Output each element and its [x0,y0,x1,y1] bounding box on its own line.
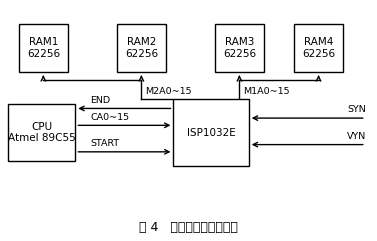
FancyBboxPatch shape [19,24,68,72]
Text: RAM1
62256: RAM1 62256 [27,37,60,59]
Text: M1A0~15: M1A0~15 [243,87,290,96]
Text: END: END [90,96,110,105]
Text: START: START [90,139,120,148]
FancyBboxPatch shape [173,99,249,166]
FancyBboxPatch shape [215,24,264,72]
Text: RAM3
62256: RAM3 62256 [223,37,256,59]
Text: SYN: SYN [347,106,366,114]
Text: ISP1032E: ISP1032E [187,127,236,138]
Text: RAM2
62256: RAM2 62256 [125,37,158,59]
Text: CPU
Atmel 89C55: CPU Atmel 89C55 [8,122,75,143]
FancyBboxPatch shape [294,24,343,72]
Text: RAM4
62256: RAM4 62256 [302,37,335,59]
FancyBboxPatch shape [117,24,166,72]
FancyBboxPatch shape [8,104,75,161]
Text: 图 4   图像采集部分原理图: 图 4 图像采集部分原理图 [139,221,238,234]
Text: VYN: VYN [346,132,366,141]
Text: M2A0~15: M2A0~15 [145,87,192,96]
Text: CA0~15: CA0~15 [90,113,130,122]
